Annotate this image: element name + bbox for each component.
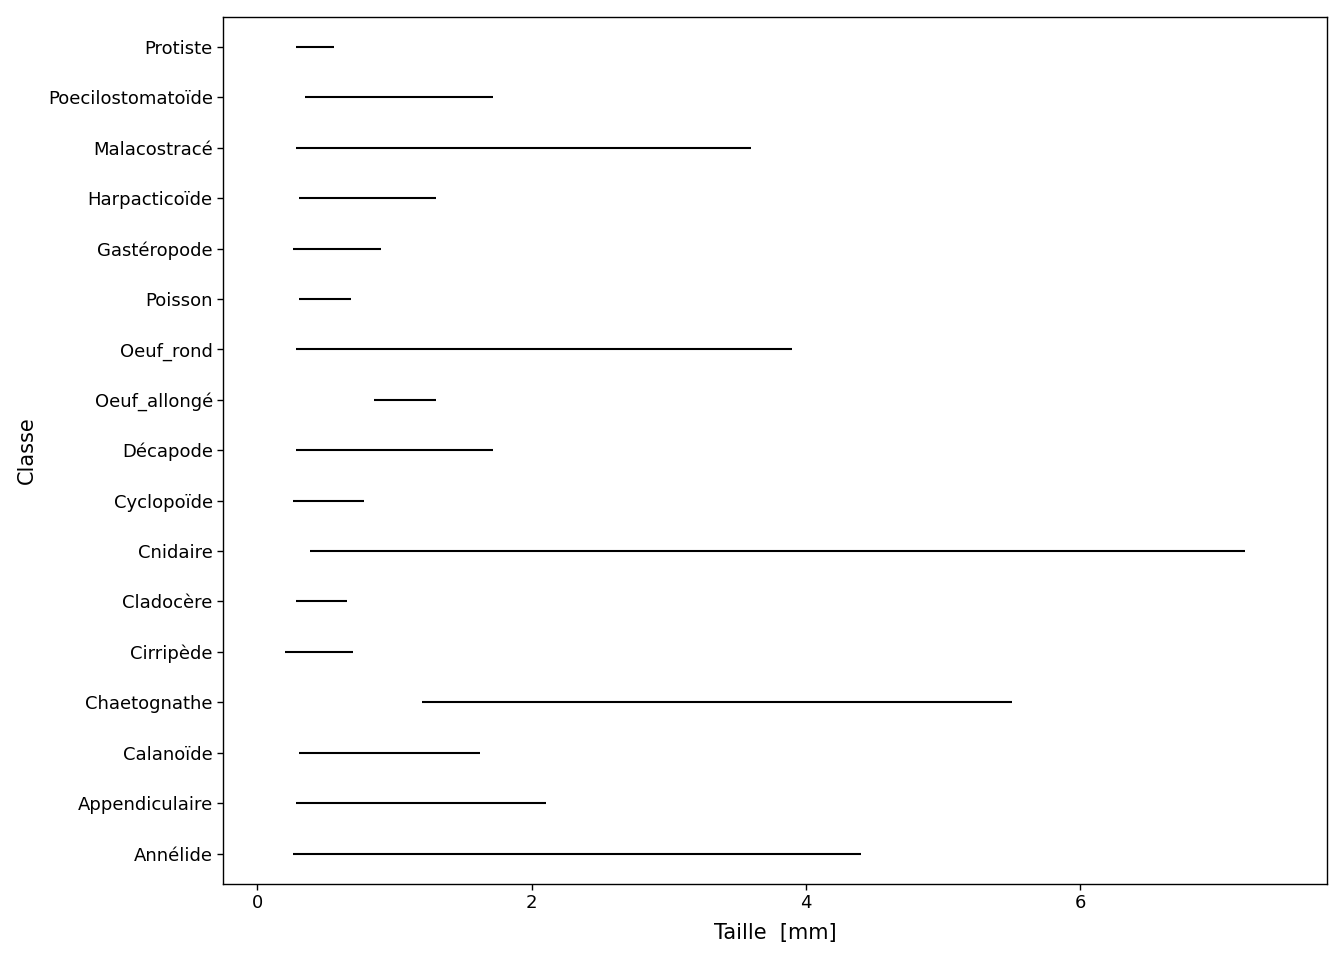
Y-axis label: Classe: Classe <box>16 417 36 484</box>
X-axis label: Taille  [mm]: Taille [mm] <box>714 924 836 944</box>
